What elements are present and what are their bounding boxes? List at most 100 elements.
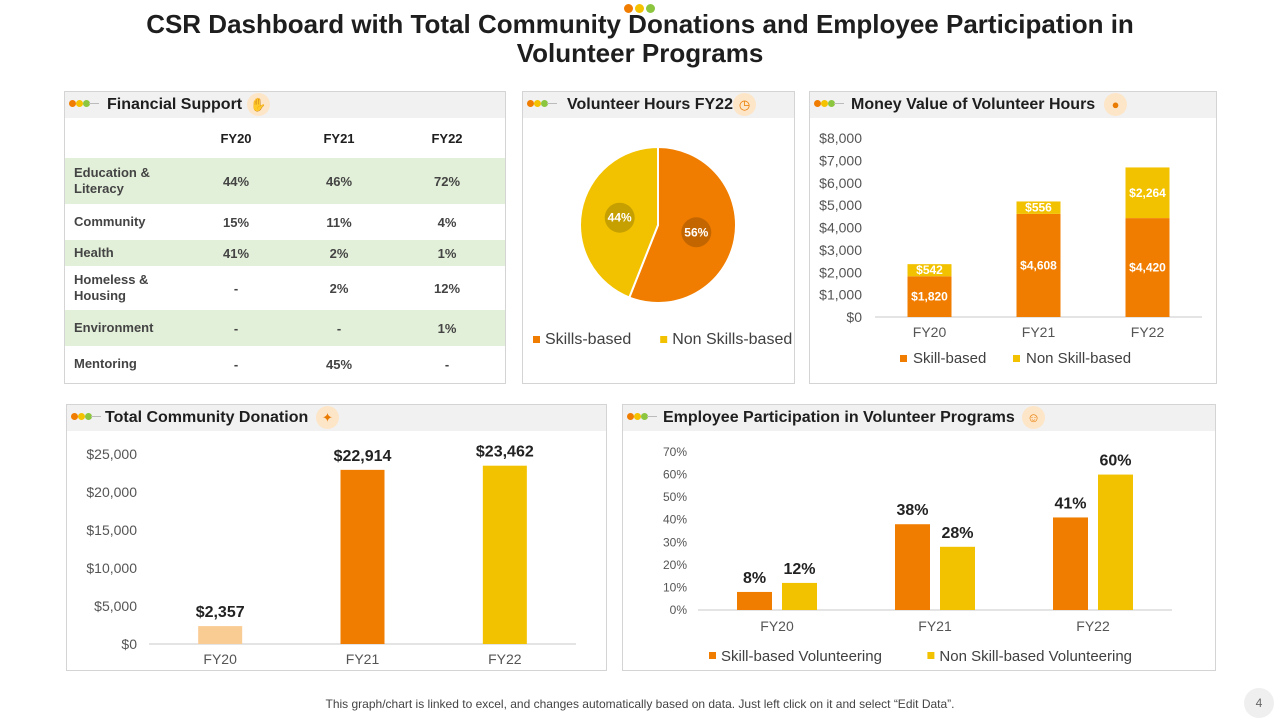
table-cell: -	[233, 356, 239, 372]
legend-label: Non Skill-based Volunteering	[939, 648, 1132, 665]
y-tick-label: 0%	[670, 603, 688, 617]
legend-swatch	[900, 355, 907, 362]
bar-data-label: 28%	[941, 525, 973, 542]
legend-swatch	[927, 652, 935, 659]
panel-title: Financial Support	[107, 96, 243, 113]
bar-skill-based	[1016, 213, 1061, 317]
pie-slice-skills-based	[627, 145, 737, 304]
y-tick-label: 10%	[663, 580, 687, 594]
dot-yellow	[635, 4, 644, 13]
panel-header: Financial Support ✋	[65, 92, 505, 118]
legend-swatch	[660, 336, 668, 343]
financial-support-table: FY20 FY21 FY22 Education & Literacy 44% …	[65, 118, 505, 382]
coin-stack-icon: ●	[1104, 93, 1127, 116]
financial-support-panel[interactable]: Financial Support ✋ FY20 FY21 FY22 Educa…	[64, 91, 506, 384]
dot-green	[646, 4, 655, 13]
legend-label: Non Skills-based	[672, 331, 792, 348]
header-dots	[69, 100, 99, 110]
page-title: CSR Dashboard with Total Community Donat…	[146, 9, 1134, 68]
top-decoration-dots	[624, 4, 656, 14]
bar-data-label: $22,914	[334, 448, 392, 465]
bar-skill-based	[1125, 218, 1170, 317]
table-row: Health 41% 2% 1%	[65, 240, 505, 266]
money-value-bar-chart[interactable]: $0 $1,000 $2,000 $3,000 $4,000 $5,000 $6,000 $7…	[810, 118, 1216, 383]
x-tick-label: FY20	[203, 651, 237, 667]
table-cell: 4%	[437, 214, 457, 230]
y-tick-label: $8,000	[819, 130, 862, 146]
y-tick-label: $6,000	[819, 175, 862, 191]
y-tick-label: 40%	[663, 513, 687, 527]
bar-data-label: $2,357	[196, 604, 245, 621]
bar-fy21	[340, 469, 385, 644]
header-dots	[627, 413, 657, 423]
money-value-panel[interactable]: Money Value of Volunteer Hours ● $0 $1,00…	[809, 91, 1217, 384]
y-tick-label: $2,000	[819, 264, 862, 280]
row-category: Community	[74, 214, 146, 229]
panel-header: Total Community Donation ✦	[67, 405, 606, 431]
bar-non-skill-based-volunteering	[940, 546, 975, 610]
bar-skill-based-volunteering	[895, 524, 930, 610]
employee-participation-panel[interactable]: Employee Participation in Volunteer Prog…	[622, 404, 1216, 671]
total-donation-bar-chart[interactable]: $0 $5,000 $10,000 $15,000 $20,000 $25,000 $2,3…	[67, 431, 606, 670]
table-cell: -	[183, 310, 289, 346]
bar-non-skill-based	[1125, 167, 1170, 219]
table-cell: 2%	[329, 280, 349, 296]
pie-data-label: 44%	[608, 211, 632, 225]
dot-green	[83, 100, 90, 107]
legend-label: Non Skill-based	[1026, 350, 1131, 367]
y-tick-label: 60%	[663, 468, 687, 482]
dot-orange	[624, 4, 633, 13]
bar-fy20	[198, 626, 243, 644]
handshake-icon: ✦	[316, 406, 339, 429]
bar-data-label: 12%	[783, 561, 815, 578]
column-header: FY22	[431, 130, 463, 146]
dot-yellow	[634, 413, 641, 420]
bar-skill-based	[907, 276, 952, 317]
bar-data-label: $1,820	[911, 290, 948, 304]
legend-label: Skills-based	[545, 331, 631, 348]
bar-data-label: 41%	[1054, 495, 1086, 512]
bar-data-label: $556	[1025, 201, 1052, 215]
y-tick-label: $0	[846, 309, 862, 325]
dot-green	[641, 413, 648, 420]
bar-skill-based-volunteering	[737, 591, 772, 610]
table-cell: 15%	[222, 214, 250, 230]
bar-non-skill-based	[907, 264, 952, 277]
pie-label-badge	[604, 202, 635, 233]
table-cell: 1%	[389, 310, 505, 346]
bar-data-label: $23,462	[476, 444, 534, 461]
dot-orange	[69, 100, 76, 107]
y-tick-label: $5,000	[819, 197, 862, 213]
y-tick-label: 30%	[663, 535, 687, 549]
table-row: Homeless & Housing - 2% 12%	[65, 266, 505, 310]
y-tick-label: $15,000	[86, 522, 137, 538]
volunteer-hours-pie-chart[interactable]: 56% 44% Skills-based Non Skills-based	[523, 118, 794, 383]
row-category: Health	[65, 240, 183, 266]
dot-orange	[627, 413, 634, 420]
bar-fy22	[482, 465, 527, 644]
dot-green	[828, 100, 835, 107]
total-donation-panel[interactable]: Total Community Donation ✦ $0 $5,000 $10,0…	[66, 404, 607, 671]
header-dots	[71, 413, 101, 423]
y-tick-label: $0	[121, 636, 137, 652]
panel-header: Employee Participation in Volunteer Prog…	[623, 405, 1215, 431]
table-row: Environment - - 1%	[65, 310, 505, 346]
pie-slice-non-skills-based	[579, 145, 659, 299]
pie-label-badge	[681, 217, 712, 248]
x-tick-label: FY22	[1076, 618, 1110, 634]
x-tick-label: FY22	[1131, 324, 1165, 340]
employee-participation-bar-chart[interactable]: 0% 10% 20% 30% 40% 50% 60% 70% 8% 12% FY20 38% 28% FY…	[623, 431, 1215, 670]
bar-data-label: 8%	[743, 570, 766, 587]
table-cell: -	[233, 280, 239, 296]
x-tick-label: FY20	[913, 324, 947, 340]
row-category: Homeless & Housing	[74, 272, 149, 303]
dot-orange	[71, 413, 78, 420]
table-cell: 11%	[326, 214, 352, 230]
volunteer-hours-panel[interactable]: Volunteer Hours FY22 ◷ 56% 44% Skills-base…	[522, 91, 795, 384]
table-cell: -	[444, 356, 450, 372]
row-category: Education & Literacy	[65, 158, 183, 204]
legend-swatch	[709, 652, 716, 659]
bar-non-skill-based-volunteering	[782, 582, 817, 610]
x-tick-label: FY20	[760, 618, 794, 634]
y-tick-label: 50%	[663, 490, 687, 504]
